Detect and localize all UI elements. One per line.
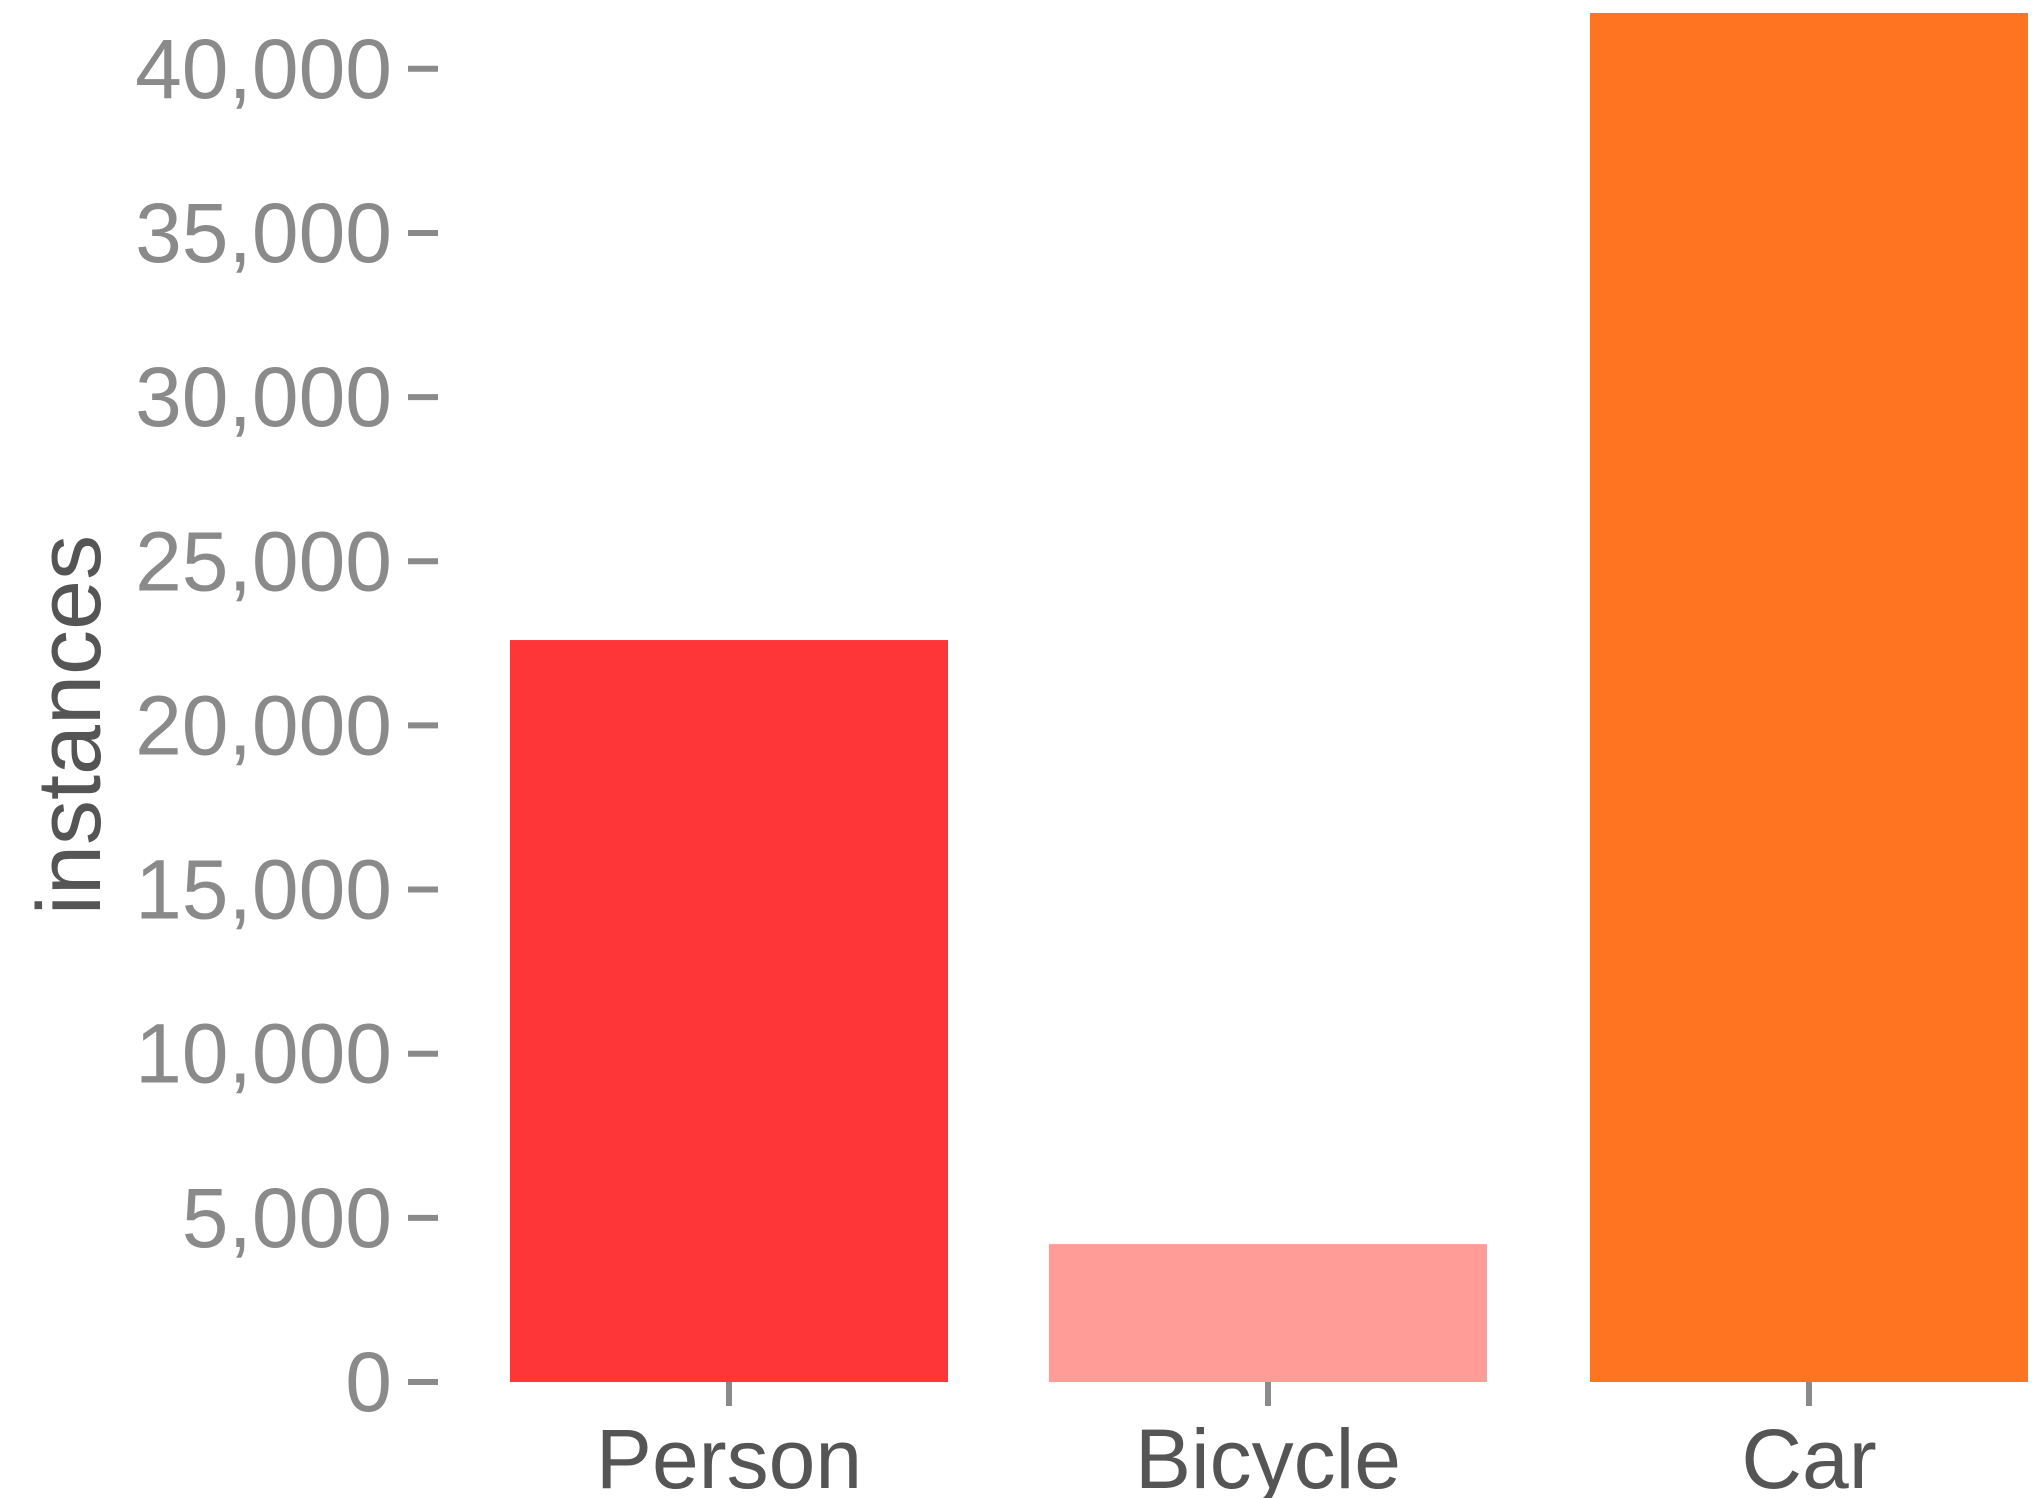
y-axis: 0 5,000 10,000 15,000 20,000 25,000 30,000 35,0… bbox=[135, 22, 438, 1429]
bar-person bbox=[510, 640, 948, 1382]
bar-car bbox=[1590, 12, 2028, 1382]
y-tick-label: 40,000 bbox=[135, 22, 392, 116]
bars bbox=[510, 12, 2028, 1382]
bar-bicycle bbox=[1049, 1244, 1487, 1382]
y-tick-label: 5,000 bbox=[182, 1171, 392, 1265]
x-axis: Person Bicycle Car bbox=[596, 1382, 1877, 1498]
y-tick-label: 35,000 bbox=[135, 186, 392, 280]
y-axis-label: instances bbox=[20, 535, 120, 915]
y-tick-label: 25,000 bbox=[135, 514, 392, 608]
x-tick-label-car: Car bbox=[1741, 1412, 1876, 1498]
y-tick-label: 10,000 bbox=[135, 1007, 392, 1101]
y-tick-label: 15,000 bbox=[135, 843, 392, 937]
y-tick-label: 20,000 bbox=[135, 678, 392, 772]
x-tick-label-bicycle: Bicycle bbox=[1135, 1412, 1401, 1498]
y-tick-label: 30,000 bbox=[135, 350, 392, 444]
x-tick-label-person: Person bbox=[596, 1412, 862, 1498]
y-tick-label: 0 bbox=[345, 1335, 392, 1429]
